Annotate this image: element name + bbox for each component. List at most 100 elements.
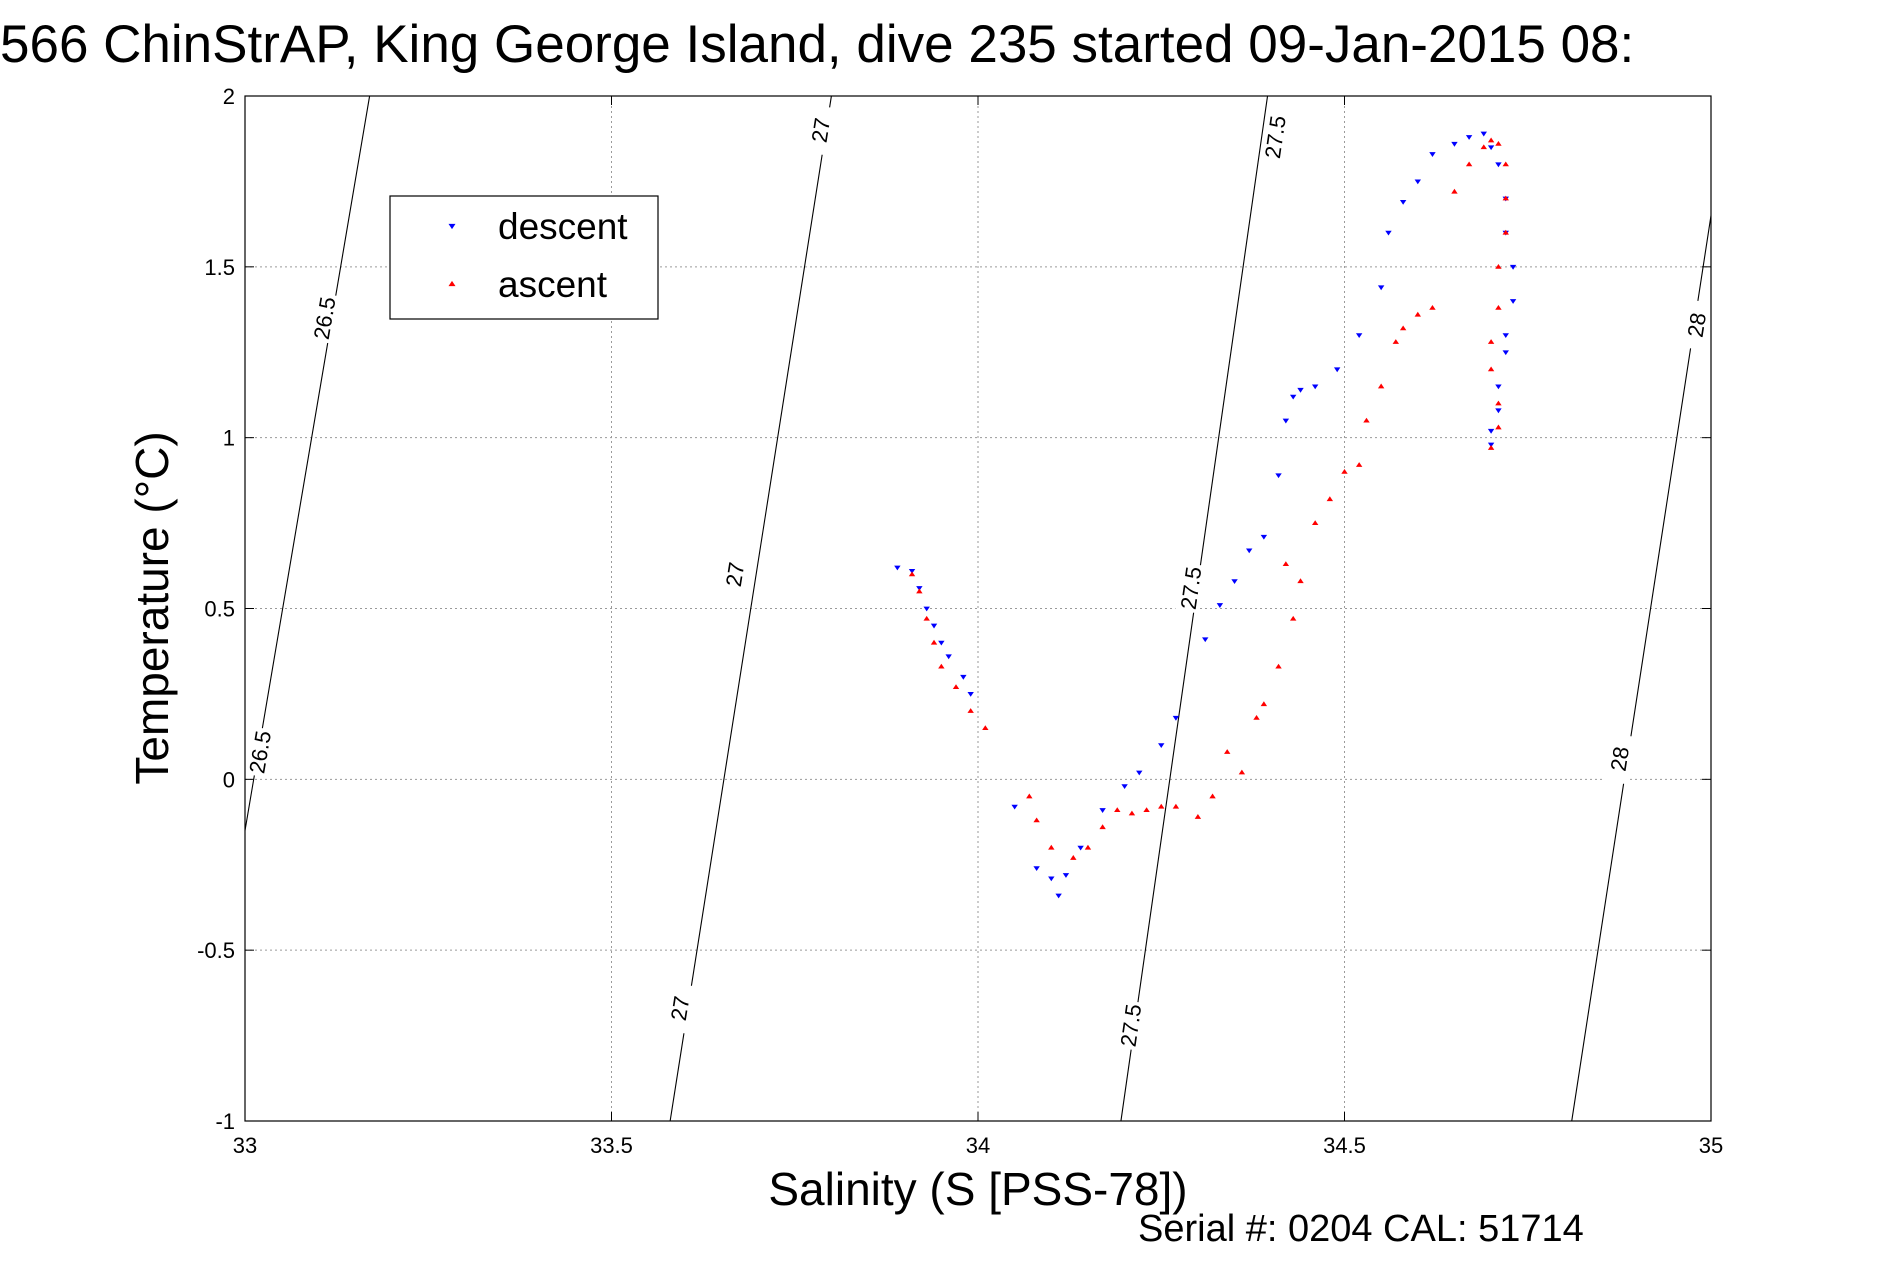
ascent-point <box>1399 325 1407 331</box>
isopycnal-label: 28 <box>1603 733 1635 785</box>
ascent-point <box>1070 855 1077 860</box>
isopycnal-label: 27.5 <box>1175 562 1206 614</box>
y-tick-label: 1.5 <box>204 255 235 280</box>
isopycnal-label: 28 <box>1680 299 1712 351</box>
ascent-point <box>1465 161 1473 167</box>
ascent-point <box>1487 339 1495 344</box>
ascent-point <box>1260 701 1268 707</box>
ascent-point <box>1502 229 1509 235</box>
descent-point <box>1055 893 1062 899</box>
ascent-point <box>1084 844 1092 850</box>
ascent-point <box>908 571 916 577</box>
descent-point <box>1465 135 1473 140</box>
isopycnal-label-text: 28 <box>1683 311 1711 339</box>
ascent-point <box>1355 462 1363 467</box>
isopycnal-label: 26.5 <box>308 292 341 344</box>
descent-point <box>1480 131 1487 137</box>
ascent-legend-label: ascent <box>498 264 608 305</box>
y-tick-label: 0.5 <box>204 597 235 622</box>
y-tick-label: 1 <box>223 426 235 451</box>
descent-point <box>1172 715 1180 721</box>
x-tick-label: 34.5 <box>1323 1133 1366 1158</box>
y-tick-label: -0.5 <box>197 938 235 963</box>
ascent-point <box>1224 749 1231 754</box>
isopycnal-label: 27 <box>664 982 696 1034</box>
x-axis-label: Salinity (S [PSS-78]) <box>768 1163 1187 1215</box>
ascent-point <box>1326 496 1334 502</box>
ascent-point <box>923 615 930 621</box>
descent-point <box>1495 408 1502 414</box>
ascent-point <box>1128 810 1136 816</box>
isopycnal-label: 27.5 <box>1259 111 1291 163</box>
ascent-point <box>1143 807 1150 813</box>
isopycnal-label-bg <box>1603 733 1635 785</box>
isopycnal-label-text: 28 <box>1606 745 1634 773</box>
ascent-point <box>1495 304 1502 310</box>
ascent-point <box>938 663 945 669</box>
x-tick-label: 34 <box>966 1133 990 1158</box>
isopycnal-label-text: 27.5 <box>1260 114 1291 160</box>
x-tick-label: 33.5 <box>590 1133 633 1158</box>
descent-point <box>1136 770 1143 776</box>
ascent-point <box>1311 520 1319 526</box>
isopycnal-label: 27 <box>804 104 836 156</box>
descent-point <box>1121 784 1128 790</box>
descent-point <box>1011 804 1018 810</box>
isopycnal-label-bg <box>1680 299 1712 351</box>
descent-point <box>930 623 938 629</box>
descent-point <box>1495 384 1502 390</box>
descent-point <box>1260 534 1268 540</box>
descent-point <box>945 654 952 660</box>
isopycnal-label-bg <box>1259 111 1291 163</box>
descent-series <box>894 131 1517 899</box>
axis-ticks: 33 33.5 34 34.5 35 -1 -0.5 0 0.5 1 1.5 2 <box>197 84 1723 1158</box>
descent-point <box>908 568 916 574</box>
descent-point <box>1385 230 1392 236</box>
descent-point <box>967 691 974 697</box>
descent-point <box>1077 845 1084 851</box>
ascent-point <box>1495 140 1502 146</box>
ascent-point <box>1172 803 1180 809</box>
ascent-point <box>1363 417 1370 423</box>
descent-point <box>1289 394 1297 400</box>
isopycnal-label-bg <box>664 982 696 1034</box>
ascent-legend-marker <box>448 280 456 287</box>
ascent-point <box>1209 793 1216 799</box>
isopycnal-label-bg <box>1175 562 1206 614</box>
ascent-point <box>1451 188 1458 194</box>
ascent-point <box>1495 424 1502 430</box>
isopycnal-label-text: 27 <box>721 560 750 588</box>
descent-point <box>1502 333 1509 339</box>
isopycnal-label-text: 27 <box>666 994 695 1022</box>
descent-point <box>1062 873 1070 878</box>
x-tick-label: 35 <box>1699 1133 1723 1158</box>
isopycnal-label-bg <box>308 292 341 344</box>
descent-point <box>916 586 923 591</box>
isopycnal-label: 27.5 <box>1115 999 1147 1051</box>
ascent-point <box>1282 561 1290 567</box>
ascent-point <box>930 639 938 645</box>
descent-point <box>1202 637 1209 643</box>
descent-point <box>1451 141 1458 147</box>
descent-point <box>960 674 967 680</box>
isopycnal-label-text: 27.5 <box>1116 1002 1147 1048</box>
descent-point <box>1487 442 1495 448</box>
ascent-point <box>1487 445 1495 450</box>
isopycnal-label-bg <box>1115 999 1146 1051</box>
descent-point <box>1297 387 1304 393</box>
descent-point <box>1502 350 1509 356</box>
isopycnal-line <box>1571 215 1712 1122</box>
descent-point <box>1487 145 1495 151</box>
descent-point <box>1246 548 1253 554</box>
y-tick-label: -1 <box>215 1109 235 1134</box>
descent-legend-marker <box>448 223 456 230</box>
descent-legend-label: descent <box>498 206 628 247</box>
x-tick-label: 33 <box>233 1133 257 1158</box>
legend-box <box>389 195 659 320</box>
ascent-point <box>1487 137 1495 143</box>
descent-point <box>1414 179 1421 185</box>
ascent-point <box>1238 769 1246 775</box>
